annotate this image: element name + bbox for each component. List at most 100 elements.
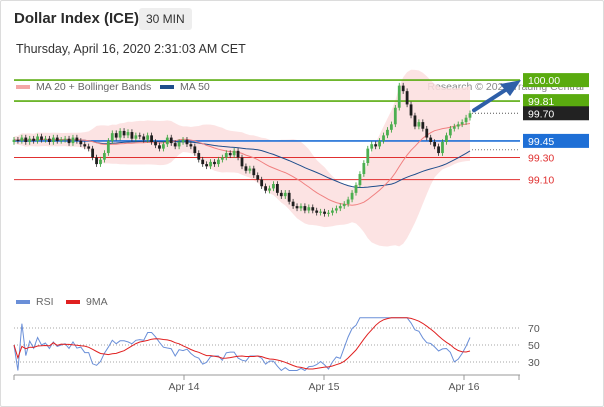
legend-ma20-swatch: [16, 85, 30, 89]
price-label-99.81: 99.81: [528, 96, 554, 108]
candle-body: [311, 207, 315, 211]
candle-body: [342, 203, 346, 207]
candle-body: [386, 129, 389, 136]
candle-body: [126, 132, 130, 136]
candle-body: [464, 117, 468, 123]
price-label-99.45: 99.45: [528, 136, 554, 148]
x-tick-label: Apr 16: [449, 381, 480, 393]
timeframe-badge[interactable]: 30 MIN: [139, 8, 192, 30]
candle-body: [441, 142, 444, 154]
candle-body: [228, 153, 232, 156]
candle-body: [40, 136, 43, 140]
candle-body: [165, 137, 169, 145]
legend-ma20: MA 20 + Bollinger Bands: [16, 81, 151, 93]
candle-body: [173, 143, 177, 147]
candle-body: [452, 126, 456, 129]
candle-body: [213, 161, 216, 165]
candle-body: [382, 135, 385, 141]
candle-body: [154, 142, 157, 146]
forecast-arrowhead: [500, 80, 521, 97]
candle-body: [177, 142, 181, 147]
candle-body: [252, 168, 256, 176]
legend-9ma-label: 9MA: [86, 296, 108, 308]
candle-body: [334, 208, 338, 211]
candle-body: [370, 144, 374, 149]
candle-body: [287, 192, 291, 202]
candle-body: [275, 184, 279, 193]
legend-ma50: MA 50: [160, 81, 210, 93]
candle-body: [99, 159, 102, 165]
candle-body: [217, 159, 220, 165]
candle-body: [397, 85, 401, 108]
candle-body: [323, 211, 326, 214]
candle-body: [362, 163, 366, 175]
candle-body: [244, 166, 248, 171]
candle-body: [205, 164, 209, 167]
candle-body: [240, 157, 244, 167]
price-label-100.00: 100.00: [528, 75, 560, 87]
candle-body: [12, 139, 16, 142]
price-label-99.10: 99.10: [528, 175, 554, 187]
candle-body: [220, 157, 224, 160]
candle-body: [417, 122, 421, 127]
legend-rsi-label: RSI: [36, 296, 54, 308]
candle-body: [103, 153, 106, 160]
candle-body: [264, 186, 267, 191]
candle-body: [79, 140, 83, 145]
candle-body: [468, 113, 472, 118]
candle-body: [448, 128, 452, 136]
candle-body: [236, 150, 240, 158]
candle-body: [51, 137, 55, 142]
candle-body: [248, 168, 252, 171]
price-label-99.70: 99.70: [528, 108, 554, 120]
rsi-tick-70: 70: [528, 323, 540, 335]
x-tick-label: Apr 15: [309, 381, 340, 393]
candle-body: [59, 139, 63, 141]
candle-body: [283, 192, 287, 197]
candle-body: [405, 91, 409, 105]
candle-body: [366, 148, 370, 163]
candle-body: [114, 133, 118, 138]
candle-body: [456, 124, 460, 127]
candle-body: [232, 150, 236, 156]
candle-body: [331, 210, 334, 213]
candle-body: [346, 199, 350, 204]
candle-body: [272, 184, 275, 189]
candle-body: [185, 139, 189, 145]
legend-ma50-swatch: [160, 85, 174, 89]
candle-body: [295, 206, 299, 209]
candle-body: [130, 132, 134, 139]
candle-body: [118, 130, 122, 138]
candle-body: [122, 130, 126, 136]
ma20-line: [13, 123, 471, 206]
candle-body: [460, 122, 464, 125]
rsi-tick-50: 50: [528, 340, 540, 352]
price-tag-100.00: [523, 73, 589, 88]
candle-body: [327, 212, 330, 214]
candle-body: [75, 137, 79, 141]
candle-body: [106, 140, 110, 154]
candle-body: [307, 207, 311, 211]
legend-rsi: RSI: [16, 296, 54, 308]
legend-9ma: 9MA: [66, 296, 108, 308]
candle-body: [158, 145, 161, 149]
candle-body: [260, 179, 264, 187]
rsi-ma-line: [13, 317, 471, 370]
candle-body: [433, 142, 437, 147]
instrument-title: Dollar Index (ICE): [14, 10, 140, 27]
candle-body: [87, 146, 91, 149]
candle-body: [303, 206, 307, 211]
candle-body: [24, 137, 28, 142]
candle-body: [393, 107, 397, 125]
candle-body: [201, 159, 205, 165]
candle-body: [358, 174, 362, 186]
candle-body: [63, 138, 67, 140]
price-tag-99.45: [523, 133, 589, 148]
rsi-line: [13, 317, 471, 372]
candle-body: [256, 175, 260, 180]
candle-body: [20, 137, 24, 141]
candle-body: [409, 104, 413, 116]
candle-body: [401, 85, 405, 92]
candle-body: [197, 153, 201, 160]
